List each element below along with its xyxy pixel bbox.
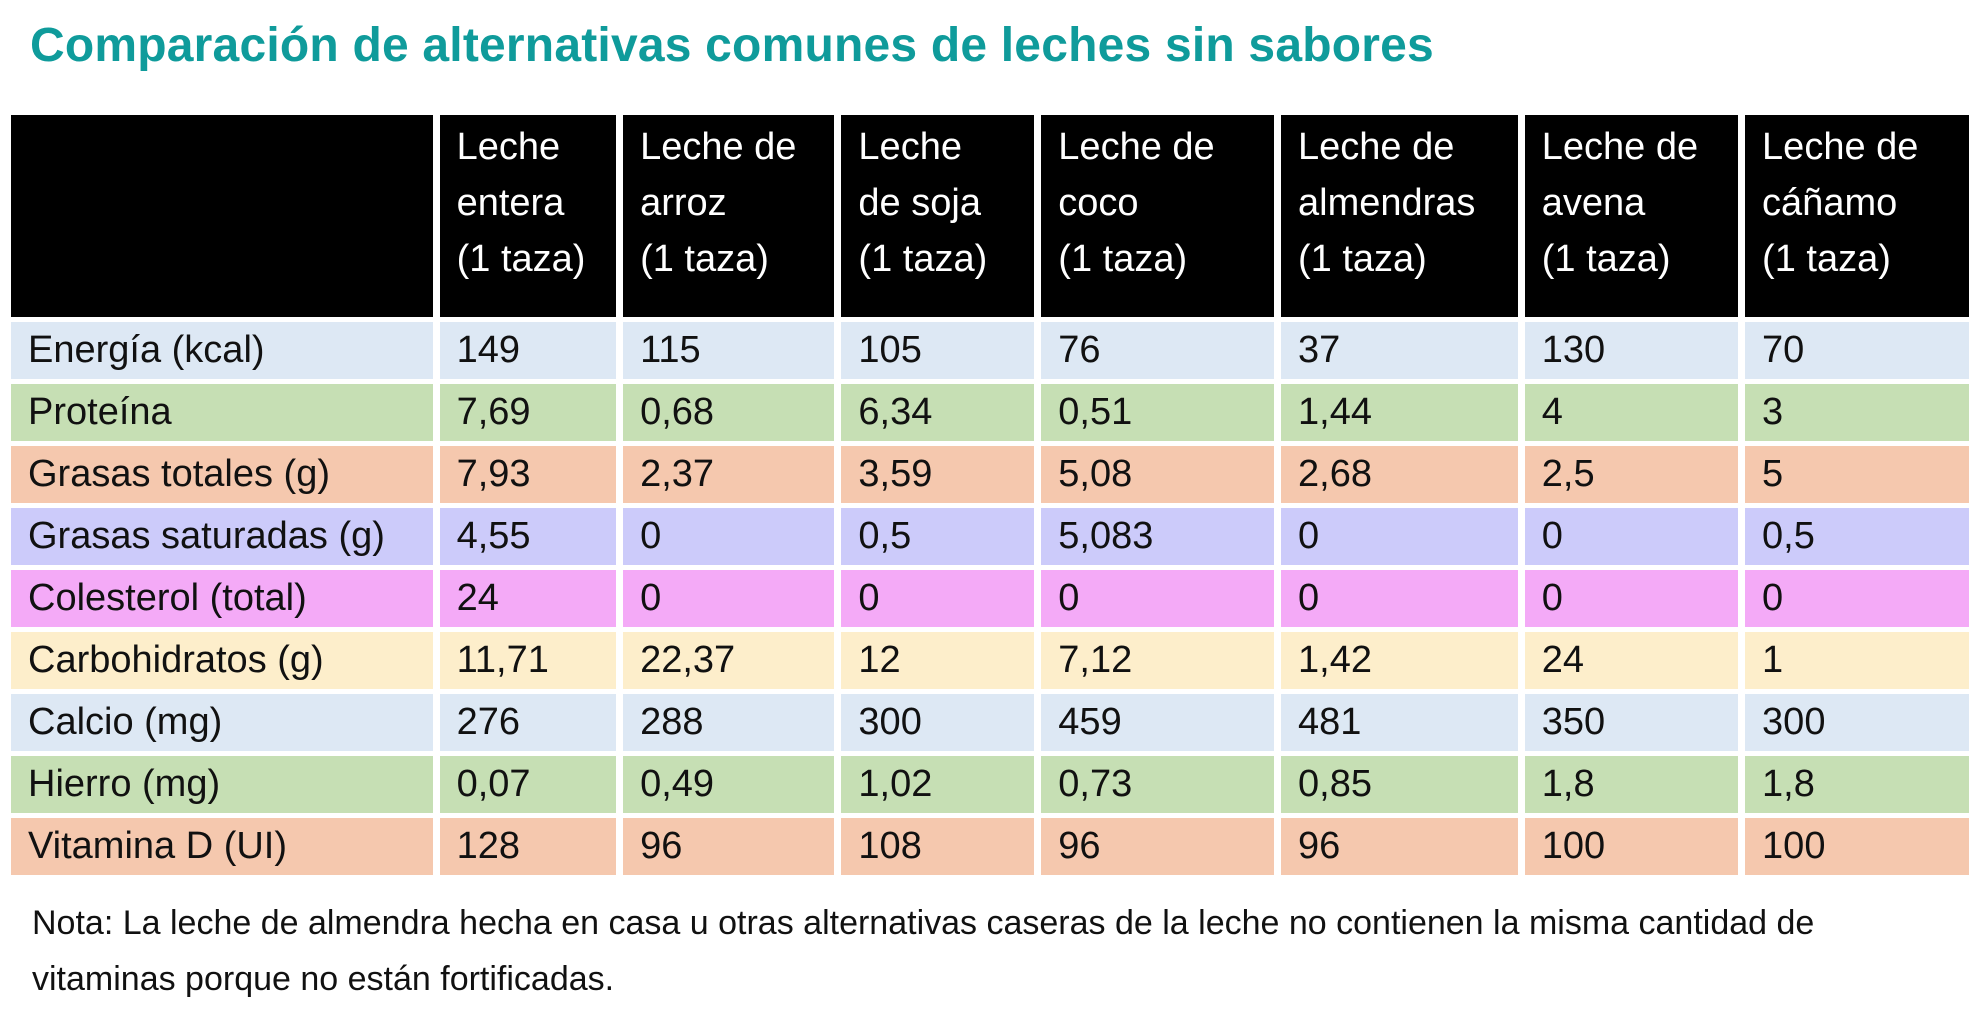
row-label: Hierro (mg) [11,756,433,813]
row-label: Grasas totales (g) [11,446,433,503]
column-header-leche-de-almendras: Leche de almendras (1 taza) [1281,115,1518,317]
row-label: Carbohidratos (g) [11,632,433,689]
value-cell: 96 [623,818,835,875]
value-cell: 0,5 [841,508,1035,565]
header-corner-cell [11,115,433,317]
page-title: Comparación de alternativas comunes de l… [30,19,1434,72]
value-cell: 37 [1281,322,1518,379]
value-cell: 1 [1745,632,1969,689]
row-proteina: Proteína 7,69 0,68 6,34 0,51 1,44 4 3 [11,384,1969,441]
row-carbohidratos: Carbohidratos (g) 11,71 22,37 12 7,12 1,… [11,632,1969,689]
row-label: Vitamina D (UI) [11,818,433,875]
value-cell: 0,73 [1041,756,1275,813]
value-cell: 5,083 [1041,508,1275,565]
value-cell: 7,12 [1041,632,1275,689]
row-label: Energía (kcal) [11,322,433,379]
comparison-table: Leche entera (1 taza) Leche de arroz (1 … [4,110,1976,880]
value-cell: 24 [1524,632,1739,689]
value-cell: 105 [841,322,1035,379]
row-colesterol: Colesterol (total) 24 0 0 0 0 0 0 [11,570,1969,627]
column-header-leche-entera: Leche entera (1 taza) [439,115,617,317]
row-grasas-totales: Grasas totales (g) 7,93 2,37 3,59 5,08 2… [11,446,1969,503]
value-cell: 108 [841,818,1035,875]
value-cell: 300 [1745,694,1969,751]
value-cell: 0 [1524,508,1739,565]
value-cell: 0 [1281,508,1518,565]
value-cell: 5 [1745,446,1969,503]
value-cell: 96 [1281,818,1518,875]
row-hierro: Hierro (mg) 0,07 0,49 1,02 0,73 0,85 1,8… [11,756,1969,813]
value-cell: 0,49 [623,756,835,813]
row-vitamina-d: Vitamina D (UI) 128 96 108 96 96 100 100 [11,818,1969,875]
value-cell: 0,07 [439,756,617,813]
value-cell: 149 [439,322,617,379]
value-cell: 11,71 [439,632,617,689]
value-cell: 0 [623,508,835,565]
value-cell: 2,37 [623,446,835,503]
value-cell: 0 [1281,570,1518,627]
value-cell: 4 [1524,384,1739,441]
value-cell: 24 [439,570,617,627]
value-cell: 6,34 [841,384,1035,441]
value-cell: 0,85 [1281,756,1518,813]
row-grasas-saturadas: Grasas saturadas (g) 4,55 0 0,5 5,083 0 … [11,508,1969,565]
value-cell: 459 [1041,694,1275,751]
value-cell: 276 [439,694,617,751]
value-cell: 1,42 [1281,632,1518,689]
value-cell: 1,8 [1745,756,1969,813]
value-cell: 2,5 [1524,446,1739,503]
value-cell: 100 [1524,818,1739,875]
row-label: Colesterol (total) [11,570,433,627]
row-energia: Energía (kcal) 149 115 105 76 37 130 70 [11,322,1969,379]
column-header-leche-de-coco: Leche de coco (1 taza) [1041,115,1275,317]
value-cell: 288 [623,694,835,751]
value-cell: 350 [1524,694,1739,751]
row-calcio: Calcio (mg) 276 288 300 459 481 350 300 [11,694,1969,751]
header-row: Leche entera (1 taza) Leche de arroz (1 … [11,115,1969,317]
value-cell: 70 [1745,322,1969,379]
value-cell: 300 [841,694,1035,751]
value-cell: 96 [1041,818,1275,875]
value-cell: 4,55 [439,508,617,565]
value-cell: 100 [1745,818,1969,875]
value-cell: 76 [1041,322,1275,379]
column-header-leche-de-soja: Leche de soja (1 taza) [841,115,1035,317]
value-cell: 12 [841,632,1035,689]
value-cell: 3 [1745,384,1969,441]
value-cell: 1,8 [1524,756,1739,813]
value-cell: 0 [1041,570,1275,627]
value-cell: 0,5 [1745,508,1969,565]
value-cell: 7,93 [439,446,617,503]
value-cell: 128 [439,818,617,875]
row-label: Calcio (mg) [11,694,433,751]
column-header-leche-de-arroz: Leche de arroz (1 taza) [623,115,835,317]
value-cell: 1,44 [1281,384,1518,441]
value-cell: 0 [841,570,1035,627]
value-cell: 1,02 [841,756,1035,813]
row-label: Proteína [11,384,433,441]
value-cell: 115 [623,322,835,379]
footnote: Nota: La leche de almendra hecha en casa… [32,904,1815,998]
value-cell: 130 [1524,322,1739,379]
column-header-leche-de-avena: Leche de avena (1 taza) [1524,115,1739,317]
row-label: Grasas saturadas (g) [11,508,433,565]
value-cell: 0,51 [1041,384,1275,441]
value-cell: 0 [1524,570,1739,627]
value-cell: 0 [623,570,835,627]
value-cell: 0,68 [623,384,835,441]
value-cell: 0 [1745,570,1969,627]
column-header-leche-de-canamo: Leche de cáñamo (1 taza) [1745,115,1969,317]
value-cell: 5,08 [1041,446,1275,503]
value-cell: 22,37 [623,632,835,689]
value-cell: 2,68 [1281,446,1518,503]
value-cell: 481 [1281,694,1518,751]
value-cell: 3,59 [841,446,1035,503]
value-cell: 7,69 [439,384,617,441]
